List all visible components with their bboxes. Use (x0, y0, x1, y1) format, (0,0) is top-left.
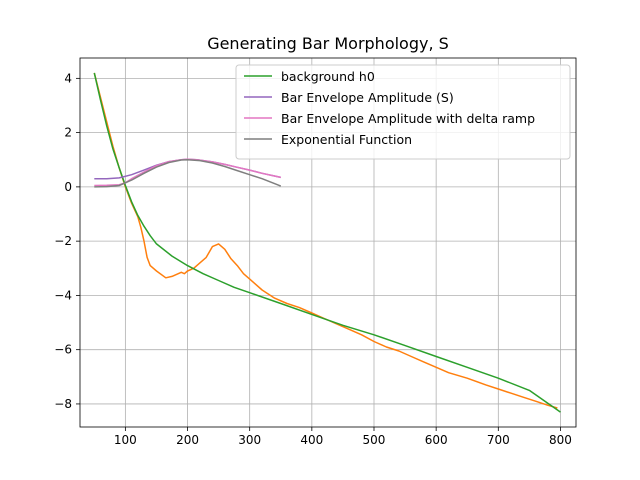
y-tick-label: 4 (64, 71, 72, 85)
legend-box (235, 64, 571, 160)
series-line (93, 72, 561, 413)
x-tick-label: 100 (114, 433, 137, 447)
x-tick-label: 400 (300, 433, 323, 447)
y-tick-label: −2 (54, 234, 72, 248)
legend-label: Exponential Function (281, 132, 412, 147)
axes-frame (79, 57, 577, 428)
x-tick-label: 800 (549, 433, 572, 447)
y-tick-label: 0 (64, 180, 72, 194)
plot-area: 100 200 300 400 500 600 700 800 −8 −6 −4 −2 0 2 4 backg… (54, 57, 577, 447)
y-tick-label: 2 (64, 126, 72, 140)
series-line (93, 72, 558, 409)
legend-label: Bar Envelope Amplitude with delta ramp (281, 111, 535, 126)
x-tick-label: 200 (176, 433, 199, 447)
chart-title: Generating Bar Morphology, S (207, 34, 449, 53)
legend-label: Bar Envelope Amplitude (S) (281, 90, 454, 105)
series-line (94, 158, 282, 188)
y-tick-label: −6 (54, 343, 72, 357)
x-tick-label: 500 (363, 433, 386, 447)
x-tick-label: 600 (425, 433, 448, 447)
x-tick-label: 700 (487, 433, 510, 447)
y-tick-label: −8 (54, 397, 72, 411)
legend-label: background h0 (281, 69, 375, 84)
x-tick-label: 300 (238, 433, 261, 447)
y-tick-label: −4 (54, 288, 72, 302)
